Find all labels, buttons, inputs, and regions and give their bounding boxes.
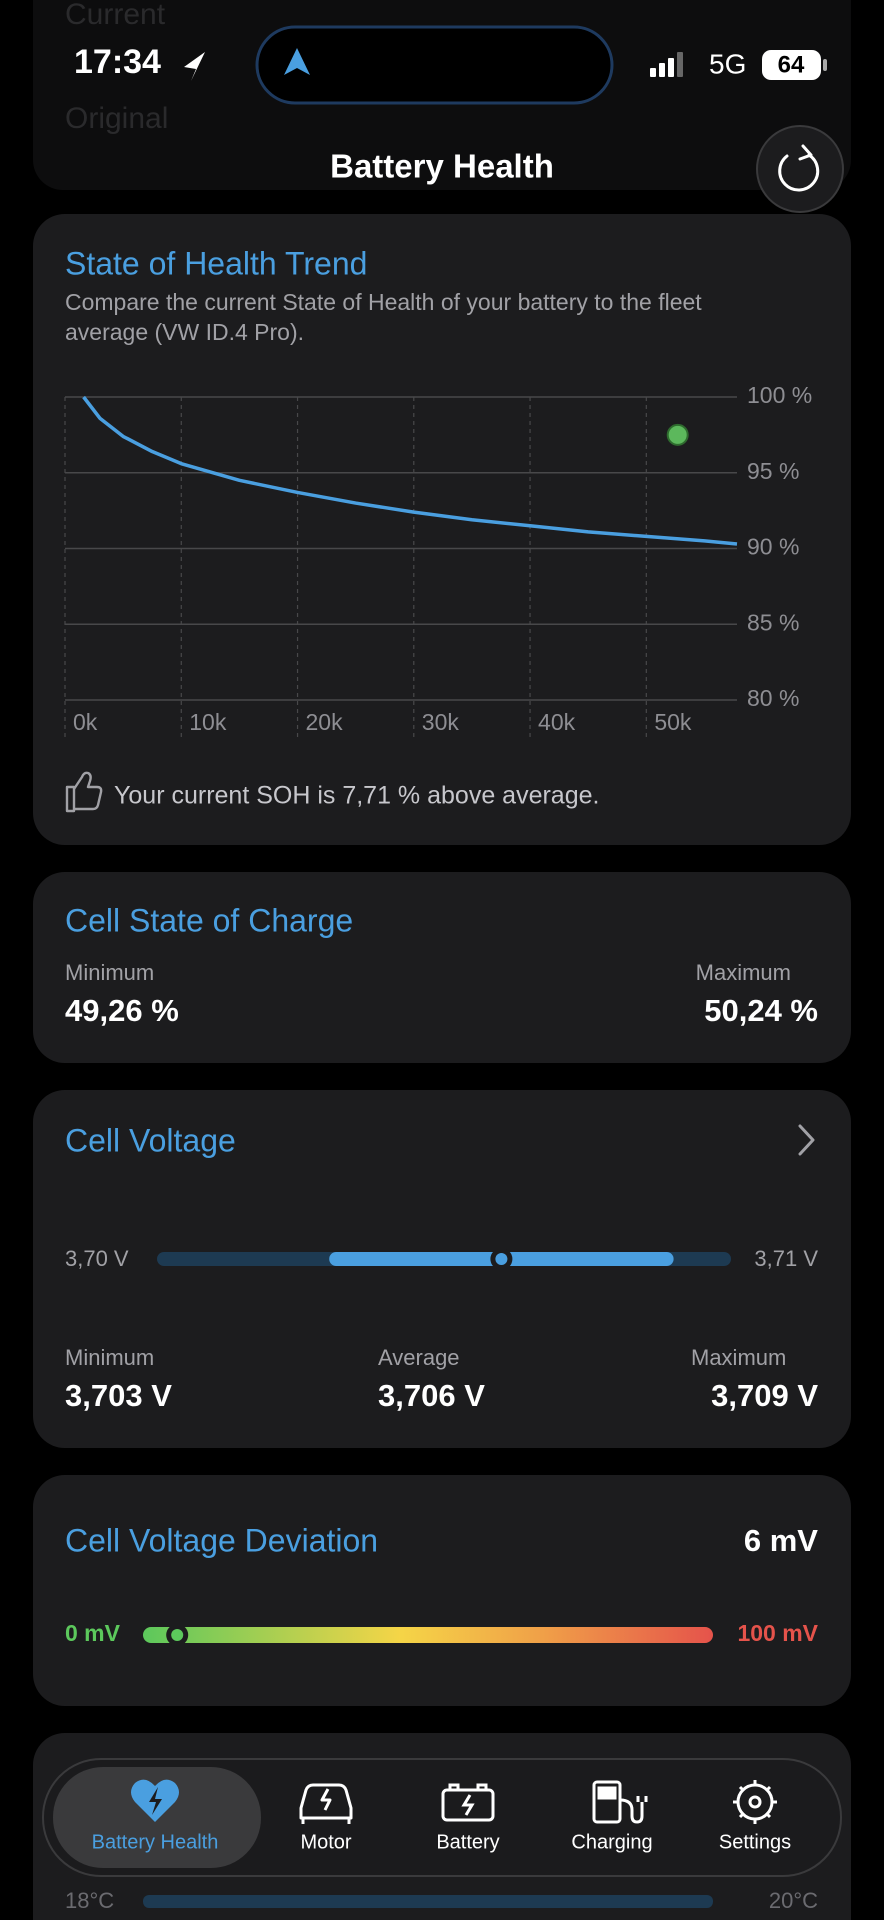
range-min: 0 mV (65, 1620, 121, 1646)
tab-label[interactable]: Motor (300, 1831, 351, 1853)
tab-label[interactable]: Battery (436, 1831, 499, 1853)
network-type: 5G (709, 48, 746, 79)
battery-icon (762, 50, 821, 80)
stat-value: 50,24 % (704, 993, 818, 1028)
tab-icon-charging (592, 1780, 648, 1824)
stat-value: 3,709 V (711, 1378, 818, 1413)
location-icon (184, 52, 205, 81)
stat-value: 3,706 V (378, 1378, 485, 1413)
tab-label[interactable]: Charging (571, 1831, 652, 1853)
range-label: 3,70 V (65, 1246, 129, 1271)
gauge-average-dot (495, 1253, 508, 1265)
soh-chart: 0k 10k 20k 30k 40k 50k 100 % 95 % 90 % 85 % 80 % (64, 382, 812, 738)
scrolled-row: Original (65, 102, 168, 135)
card-title: Cell Voltage (65, 1122, 236, 1158)
battery-tip (823, 59, 827, 71)
y-tick-label: 95 % (747, 458, 799, 484)
gauge-track (143, 1627, 713, 1643)
refresh-icon-arrow (798, 144, 813, 161)
dynamic-island[interactable] (255, 25, 614, 105)
stat-label: Minimum (65, 1345, 154, 1370)
y-tick-label: 85 % (747, 609, 799, 635)
card-description: Compare the current State of Health of y… (65, 289, 702, 315)
voltage-card[interactable] (33, 1090, 851, 1448)
signal-icon (650, 52, 683, 77)
deviation-card (33, 1475, 851, 1706)
tab-icon-settings (733, 1780, 777, 1824)
soh-summary: Your current SOH is 7,71 % above average… (114, 782, 599, 810)
voltage-gauge (157, 1248, 731, 1270)
refresh-icon (778, 153, 820, 192)
card-title: Cell Voltage Deviation (65, 1522, 378, 1558)
x-tick-label: 0k (73, 709, 98, 735)
page-title: Battery Health (330, 148, 554, 185)
y-tick-label: 90 % (747, 534, 799, 560)
chevron-icon[interactable] (798, 1124, 815, 1156)
range-label: 3,71 V (754, 1246, 818, 1271)
stat-value: 3,703 V (65, 1378, 172, 1413)
card-title: State of Health Trend (65, 245, 367, 281)
x-tick-label: 40k (538, 709, 576, 735)
stat-label: Maximum (691, 1345, 786, 1370)
x-tick-label: 50k (654, 709, 692, 735)
scrolled-row: Current (65, 0, 166, 31)
tab-icon-bolt (149, 1787, 162, 1815)
x-tick-label: 20k (306, 709, 344, 735)
stat-label: Maximum (696, 960, 791, 985)
stat-label: Average (378, 1345, 460, 1370)
stat-value: 49,26 % (65, 993, 179, 1028)
tab-icon-battery (441, 1783, 495, 1822)
refresh-button[interactable] (756, 125, 844, 213)
soc-card (33, 872, 851, 1063)
thumbs-up-icon (65, 771, 103, 813)
temperature-track (143, 1895, 713, 1908)
gauge-value-dot (171, 1629, 184, 1641)
status-time: 17:34 (74, 43, 161, 81)
tab-label[interactable]: Battery Health (92, 1831, 219, 1853)
battery-level: 64 (778, 51, 805, 78)
deviation-value: 6 mV (744, 1523, 818, 1558)
x-tick-label: 30k (422, 709, 460, 735)
tab-label[interactable]: Settings (719, 1831, 791, 1853)
card-description: average (VW ID.4 Pro). (65, 319, 304, 345)
y-tick-label: 80 % (747, 685, 799, 711)
tab-icon-motor (299, 1783, 353, 1824)
current-soh-point (666, 423, 689, 446)
deviation-gauge (143, 1624, 713, 1646)
range-label: 18°C (65, 1888, 114, 1913)
stat-label: Minimum (65, 960, 154, 985)
card-title: Cell State of Charge (65, 902, 353, 938)
nav-app-icon (284, 48, 310, 75)
range-max: 100 mV (737, 1620, 818, 1646)
range-label: 20°C (769, 1888, 818, 1913)
y-tick-label: 100 % (747, 382, 812, 408)
x-tick-label: 10k (189, 709, 227, 735)
trend-line (82, 395, 738, 546)
